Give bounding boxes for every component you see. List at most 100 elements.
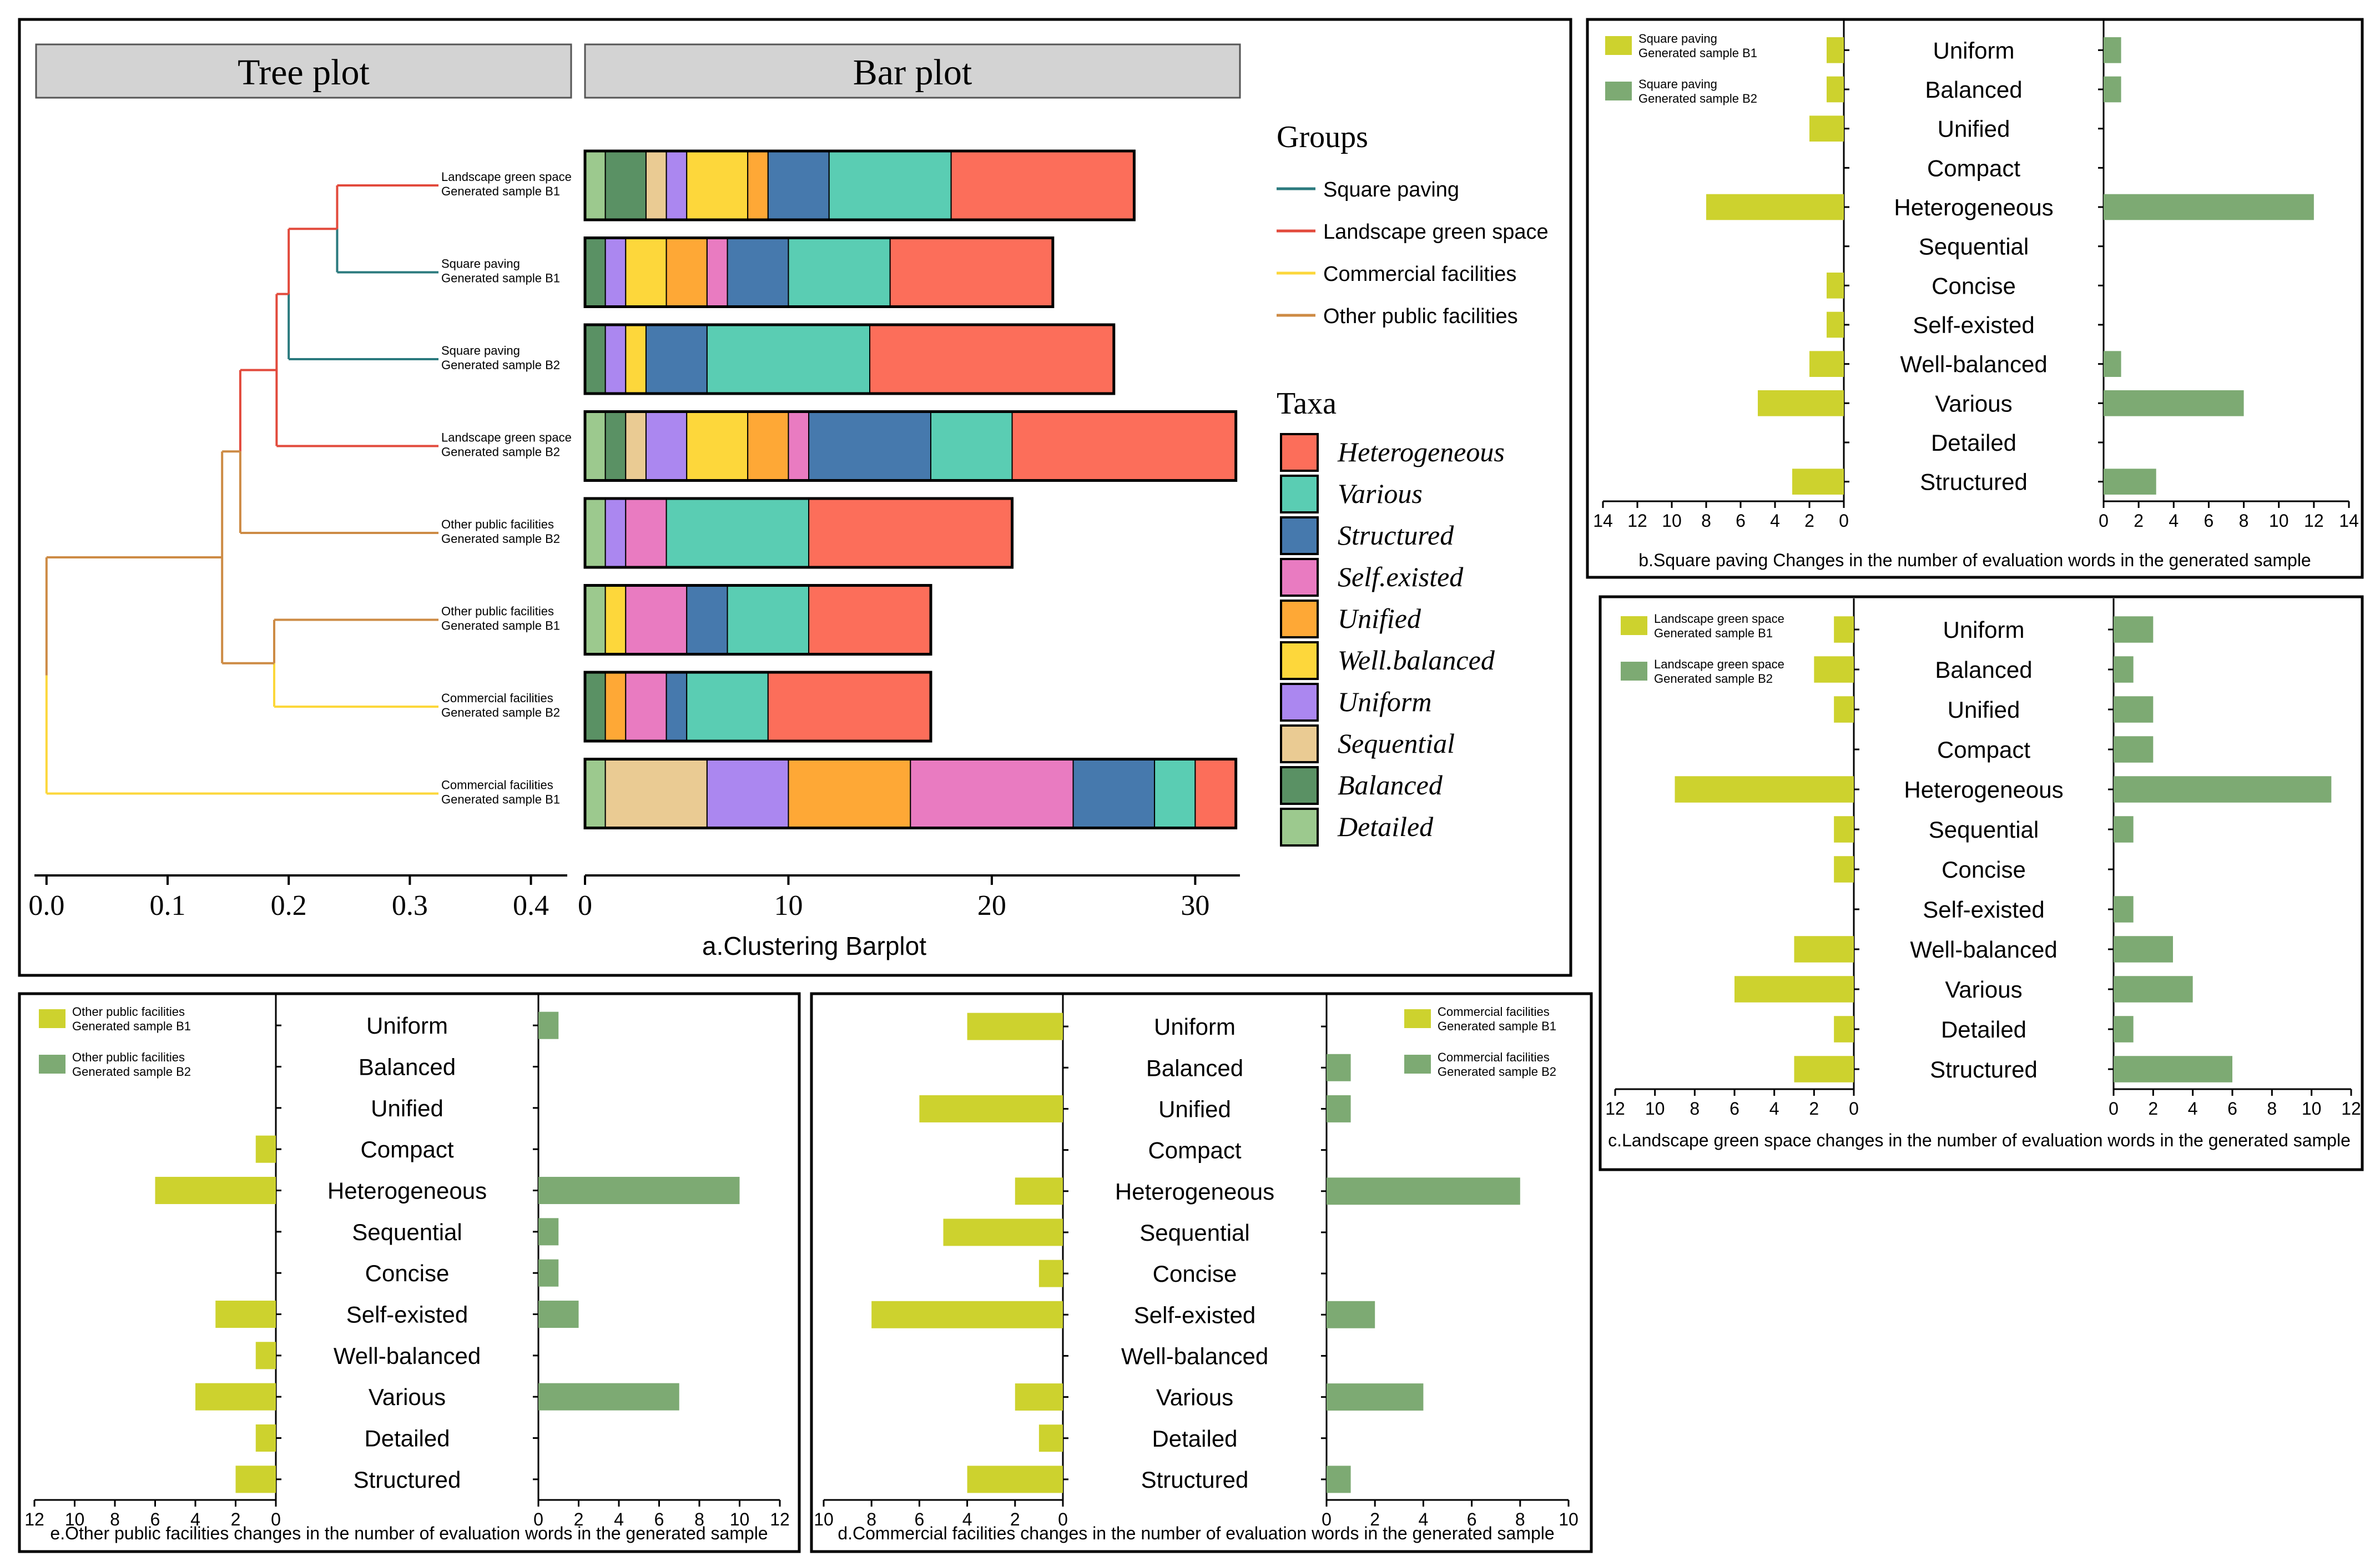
bar-series-b2 <box>2114 656 2134 683</box>
right-x-tick-label: 6 <box>654 1509 664 1529</box>
bar-series-b2 <box>538 1383 679 1411</box>
bar-series-b2 <box>2104 351 2121 377</box>
left-x-tick-label: 0 <box>1058 1509 1068 1529</box>
legend-swatch <box>1404 1009 1431 1028</box>
bar-segment-structured <box>645 324 708 394</box>
bar-series-b1 <box>1792 469 1844 495</box>
category-label: Well-balanced <box>334 1343 481 1369</box>
bar-segment-various <box>706 324 871 394</box>
left-x-tick-label: 12 <box>24 1509 44 1529</box>
taxa-legend-swatch <box>1280 433 1319 472</box>
left-x-tick-label: 14 <box>1593 511 1613 531</box>
right-x-tick-label: 8 <box>2239 511 2249 531</box>
bar-segment-heterogeneous <box>889 237 1053 308</box>
bar-plot-header-label: Bar plot <box>853 52 972 93</box>
category-label: Heterogeneous <box>1894 194 2053 220</box>
bar-segment-uniform <box>604 324 627 394</box>
tree-leaf-label-line: Commercial facilities <box>441 778 553 792</box>
bar-series-b1 <box>155 1176 276 1205</box>
groups-legend-label: Landscape green space <box>1323 220 1549 244</box>
groups-legend-label: Square paving <box>1323 178 1459 202</box>
bar-segment-structured <box>808 411 931 481</box>
right-x-tick-label: 4 <box>614 1509 624 1529</box>
right-x-tick-label: 12 <box>2304 511 2324 531</box>
bar-series-b1 <box>1794 936 1854 963</box>
bar-series-b1 <box>1827 311 1844 338</box>
legend-label-line: Generated sample B2 <box>1638 92 1757 105</box>
dendrogram <box>45 184 438 795</box>
left-x-tick-label: 4 <box>962 1509 972 1529</box>
bar-segment-balanced <box>584 672 606 742</box>
bar-segment-various <box>686 672 769 742</box>
left-x-tick-label: 6 <box>915 1509 925 1529</box>
bar-series-b2 <box>538 1218 559 1246</box>
bar-segment-unified <box>604 672 627 742</box>
category-label: Heterogeneous <box>1115 1179 1274 1205</box>
category-label: Self-existed <box>1913 312 2034 338</box>
bar-series-b2 <box>538 1011 559 1039</box>
bar-segment-heterogeneous <box>869 324 1115 394</box>
legend-label-line: Generated sample B1 <box>1654 626 1773 640</box>
tree-x-tick-label: 0.4 <box>513 890 549 922</box>
panel-a-caption: a.Clustering Barplot <box>702 931 926 960</box>
stacked-bar-outline <box>583 149 1136 221</box>
bar-segment-heterogeneous <box>767 672 931 742</box>
bar-series-b1 <box>215 1300 276 1328</box>
bar-series-b1 <box>1814 656 1854 683</box>
stacked-bar-row <box>583 410 1238 482</box>
right-x-tick-label: 0 <box>1322 1509 1332 1529</box>
tree-leaf-label-line: Other public facilities <box>441 517 554 531</box>
bar-series-b1 <box>1834 816 1854 843</box>
tree-plot-header <box>35 43 572 99</box>
bar-segment-various <box>828 150 952 220</box>
right-x-tick-label: 2 <box>2148 1099 2158 1119</box>
panel-b-frame <box>1586 18 2364 579</box>
left-x-tick-label: 0 <box>271 1509 281 1529</box>
category-label: Self-existed <box>1923 897 2044 923</box>
category-label: Concise <box>1942 857 2026 883</box>
category-label: Compact <box>1148 1137 1241 1164</box>
stacked-bar-outline <box>583 584 932 656</box>
stacked-bar-outline <box>583 758 1238 829</box>
left-x-tick-label: 10 <box>1645 1099 1665 1119</box>
tree-leaf-label-line: Other public facilities <box>441 605 554 618</box>
bar-segment-structured <box>1072 758 1156 829</box>
bar-series-b2 <box>2114 616 2154 643</box>
bar-segment-well-balanced <box>625 237 667 308</box>
right-x-tick-label: 10 <box>2302 1099 2322 1119</box>
tree-leaf-label-line: Generated sample B1 <box>441 793 560 807</box>
panel-a-frame <box>18 18 1572 977</box>
category-label: Structured <box>1920 469 2028 495</box>
bar-series-b2 <box>538 1300 579 1328</box>
bar-series-b1 <box>235 1466 276 1493</box>
bar-segment-well-balanced <box>686 150 749 220</box>
left-x-tick-label: 12 <box>1605 1099 1625 1119</box>
bar-series-b1 <box>255 1424 276 1452</box>
legend-swatch <box>1605 36 1632 55</box>
bar-series-b1 <box>195 1383 276 1411</box>
right-x-tick-label: 0 <box>533 1509 543 1529</box>
tree-leaf-label: Other public facilities Generated sample … <box>441 517 560 546</box>
tree-leaf-label-line: Generated sample B1 <box>441 619 560 633</box>
category-label: Various <box>1156 1384 1233 1411</box>
bar-segment-detailed <box>584 498 606 568</box>
category-label: Concise <box>1153 1261 1237 1287</box>
bar-series-b1 <box>1827 273 1844 299</box>
bar-segment-balanced <box>604 150 647 220</box>
stacked-bar-outline <box>583 497 1014 569</box>
panel-a-clustering-barplot: Tree plot Bar plot 0 10 20 30 0.0 0.1 0.2 0.3 0.4 L… <box>18 18 1572 977</box>
bar-segment-uniform <box>645 411 688 481</box>
tree-x-tick-label: 0.2 <box>271 890 307 922</box>
category-label: Detailed <box>1941 1016 2026 1043</box>
bar-series-b1 <box>943 1218 1063 1246</box>
bar-series-b2 <box>2104 37 2121 63</box>
bar-series-b2 <box>2114 896 2134 923</box>
category-label: Detailed <box>1931 430 2016 456</box>
bar-series-b1 <box>255 1135 276 1163</box>
bar-series-b2 <box>2114 936 2173 963</box>
legend-label-line: Generated sample B1 <box>1638 46 1757 60</box>
bar-series-b1 <box>1706 194 1844 220</box>
bar-series-b1 <box>255 1342 276 1369</box>
taxa-legend-swatch <box>1280 600 1319 638</box>
